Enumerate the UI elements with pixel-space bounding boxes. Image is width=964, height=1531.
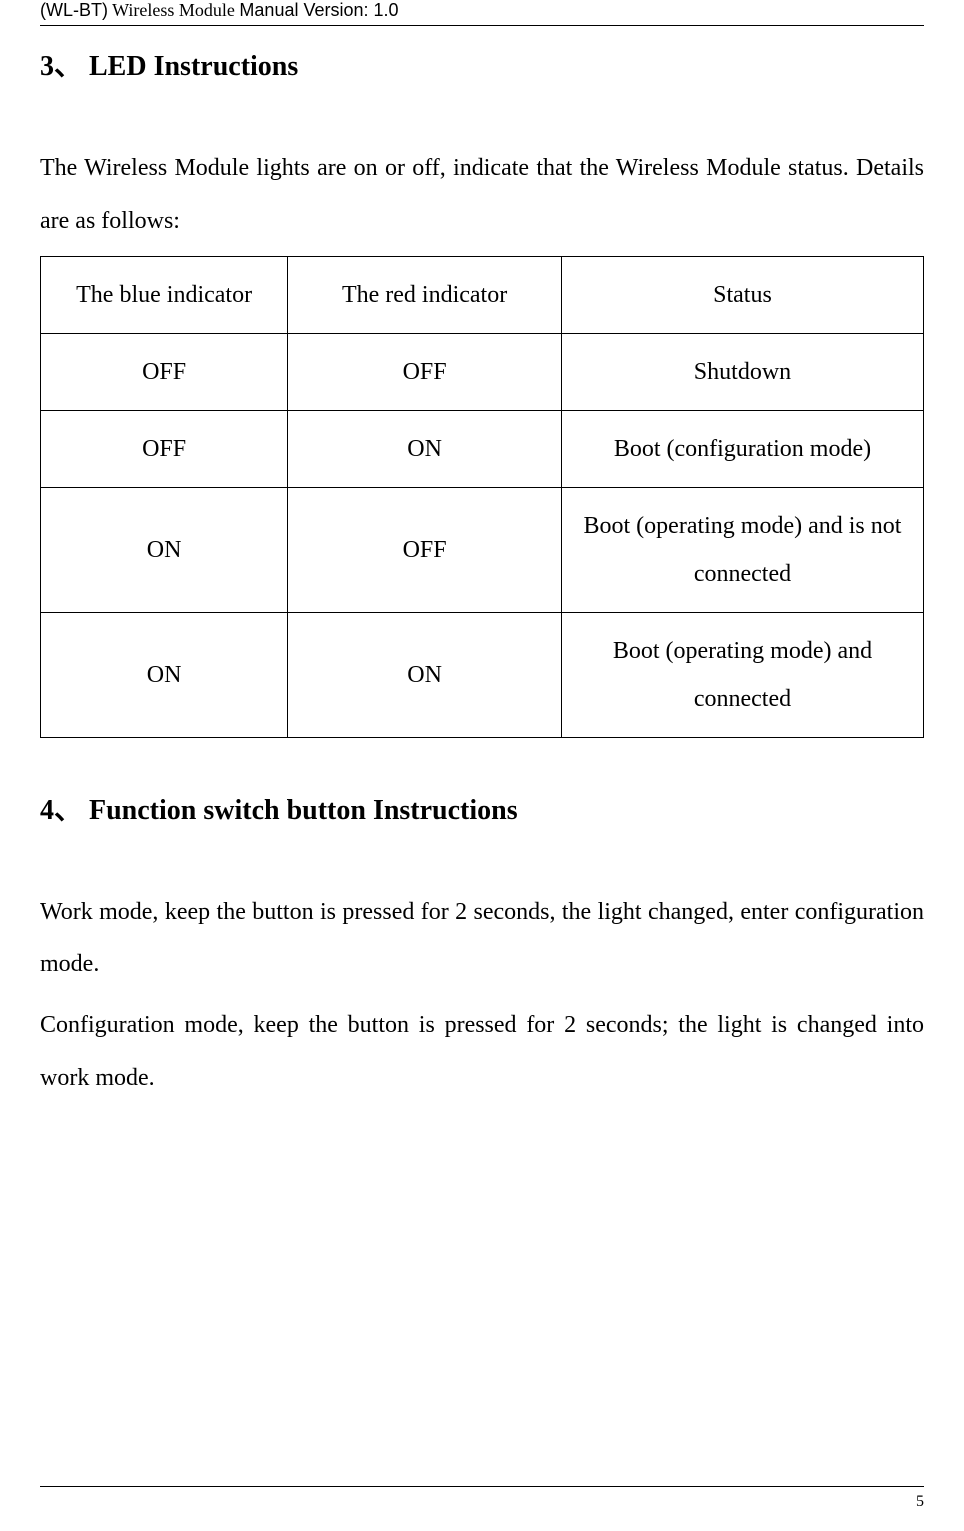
table-row: OFF OFF Shutdown xyxy=(41,333,924,410)
section-4-heading: 4、 Function switch button Instructions xyxy=(40,788,924,828)
cell-red: ON xyxy=(288,612,562,737)
cell-status: Boot (configuration mode) xyxy=(561,410,923,487)
cell-blue: OFF xyxy=(41,410,288,487)
section-3-intro: The Wireless Module lights are on or off… xyxy=(40,142,924,248)
section-3-heading: 3、 LED Instructions xyxy=(40,44,924,84)
page-footer: 5 xyxy=(40,1486,924,1511)
section-4-p1: Work mode, keep the button is pressed fo… xyxy=(40,886,924,992)
cell-red: OFF xyxy=(288,487,562,612)
header-product: Wireless Module xyxy=(108,0,239,20)
cell-status: Boot (operating mode) and connected xyxy=(561,612,923,737)
table-row: ON ON Boot (operating mode) and connecte… xyxy=(41,612,924,737)
cell-red: ON xyxy=(288,410,562,487)
cell-blue: ON xyxy=(41,612,288,737)
table-header-row: The blue indicator The red indicator Sta… xyxy=(41,256,924,333)
page-number: 5 xyxy=(916,1493,924,1510)
header-model: (WL-BT) xyxy=(40,0,108,20)
document-page: (WL-BT) Wireless Module Manual Version: … xyxy=(0,0,964,1531)
cell-red: OFF xyxy=(288,333,562,410)
cell-status: Boot (operating mode) and is not connect… xyxy=(561,487,923,612)
table-header-blue: The blue indicator xyxy=(41,256,288,333)
table-header-status: Status xyxy=(561,256,923,333)
cell-status: Shutdown xyxy=(561,333,923,410)
cell-blue: OFF xyxy=(41,333,288,410)
table-row: ON OFF Boot (operating mode) and is not … xyxy=(41,487,924,612)
led-indicator-table: The blue indicator The red indicator Sta… xyxy=(40,256,924,738)
table-header-red: The red indicator xyxy=(288,256,562,333)
page-header: (WL-BT) Wireless Module Manual Version: … xyxy=(40,0,924,26)
header-version: Manual Version: 1.0 xyxy=(239,0,398,20)
cell-blue: ON xyxy=(41,487,288,612)
table-row: OFF ON Boot (configuration mode) xyxy=(41,410,924,487)
section-4-p2: Configuration mode, keep the button is p… xyxy=(40,999,924,1105)
